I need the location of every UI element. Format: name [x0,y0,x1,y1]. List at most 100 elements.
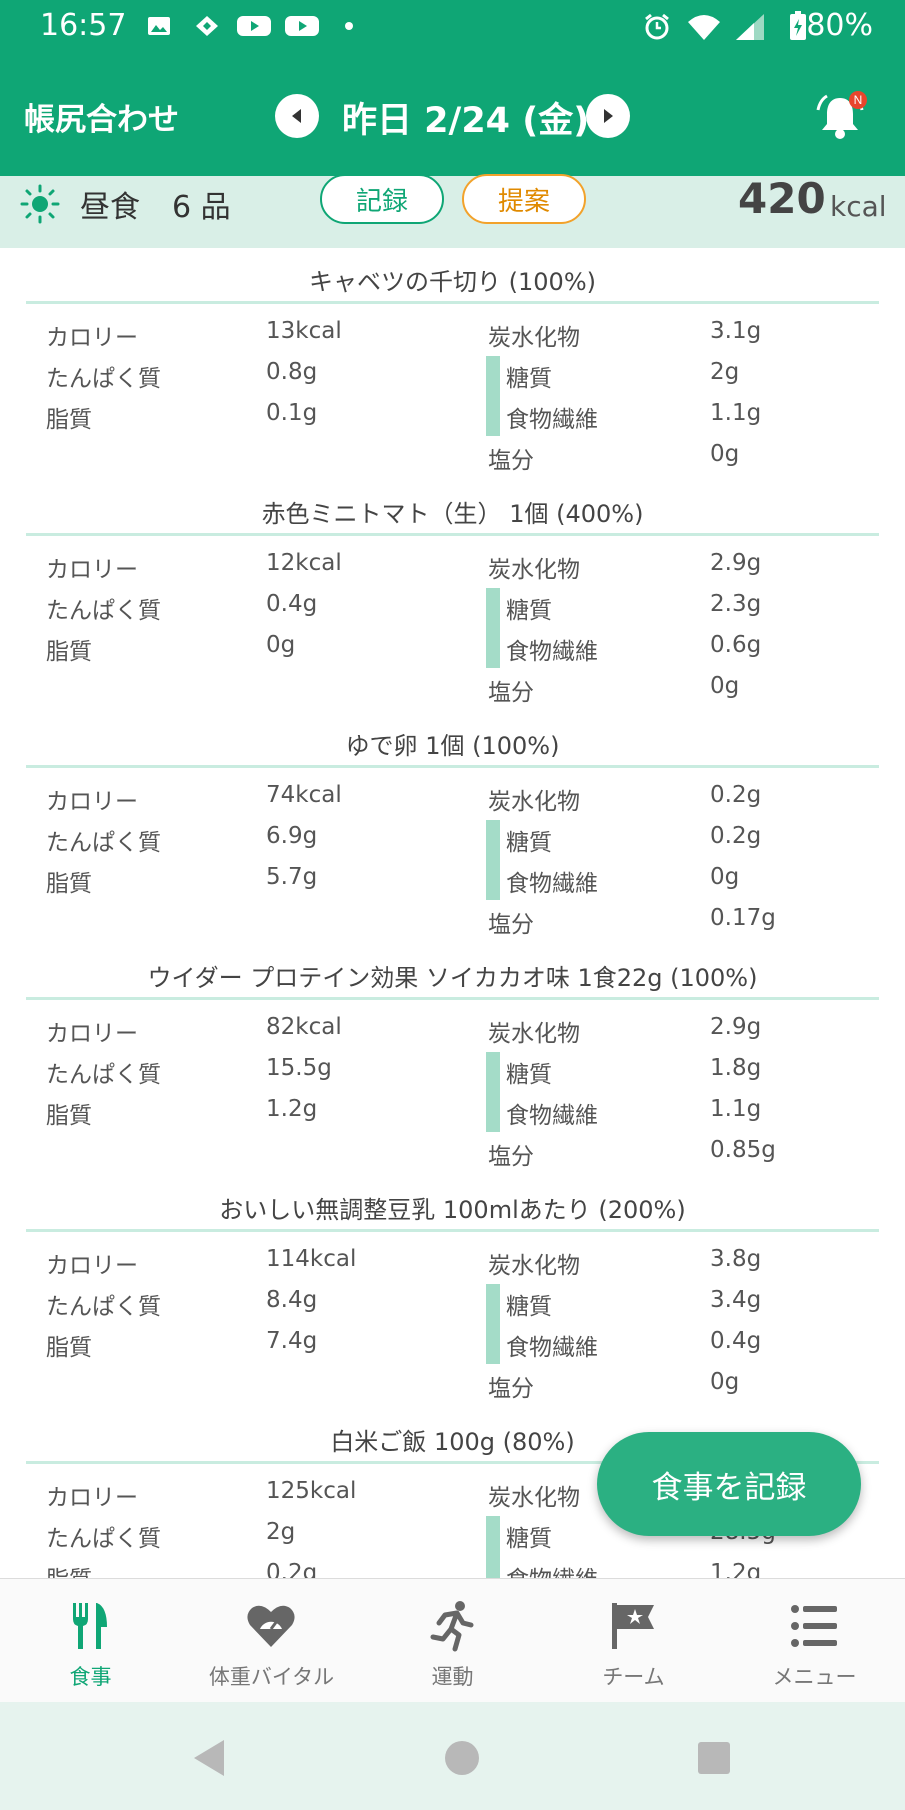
food-item[interactable]: 赤色ミニトマト（生） 1個 (400%) カロリー 12kcal たんぱく質 0… [0,480,905,712]
label-sugar: 糖質 [506,830,552,856]
value-salt: 0g [710,673,740,699]
value-sugar: 3.4g [710,1287,762,1313]
heart-scale-icon [247,1605,295,1647]
back-icon[interactable] [186,1734,234,1782]
signal-icon [736,14,764,40]
current-date[interactable]: 昨日 2/24 (金) [342,101,590,141]
label-fat: 脂質 [46,407,92,433]
nav-weight-vitals[interactable]: 体重バイタル [181,1579,362,1703]
flag-icon [612,1603,654,1649]
label-protein: たんぱく質 [46,366,161,392]
sub-nutrient-bar [486,1516,500,1578]
page-title[interactable]: 帳尻合わせ [24,102,179,138]
value-fat: 1.2g [266,1096,318,1122]
value-carb: 3.1g [710,318,762,344]
value-fiber: 1.1g [710,1096,762,1122]
food-name: ウイダー プロテイン効果 ソイカカオ味 1食22g (100%) [147,964,758,992]
label-fiber: 食物繊維 [506,1335,598,1361]
value-carb: 2.9g [710,550,762,576]
food-item[interactable]: ウイダー プロテイン効果 ソイカカオ味 1食22g (100%) カロリー 82… [0,944,905,1176]
value-salt: 0.85g [710,1137,776,1163]
youtube-icon [237,16,271,36]
value-fat: 0.1g [266,400,318,426]
value-sugar: 1.8g [710,1055,762,1081]
wifi-icon [688,15,720,40]
label-fiber: 食物繊維 [506,1103,598,1129]
value-calorie: 82kcal [266,1014,342,1040]
status-time: 16:57 [40,8,127,43]
meal-item-count: 6 品 [172,190,231,225]
prev-day-button[interactable] [275,94,319,138]
value-salt: 0g [710,441,740,467]
food-item[interactable]: おいしい無調整豆乳 100mlあたり (200%) カロリー 114kcal た… [0,1176,905,1408]
label-protein: たんぱく質 [46,1294,161,1320]
food-name: おいしい無調整豆乳 100mlあたり (200%) [219,1196,686,1224]
value-fiber: 1.2g [710,1560,762,1578]
label-salt: 塩分 [488,680,534,706]
value-fat: 0g [266,632,296,658]
meal-name: 昼食 [80,190,140,225]
value-sugar: 2g [710,359,740,385]
record-button[interactable]: 記録 [320,174,444,224]
value-fiber: 0.4g [710,1328,762,1354]
value-fiber: 1.1g [710,400,762,426]
label-salt: 塩分 [488,912,534,938]
value-protein: 6.9g [266,823,318,849]
sub-nutrient-bar [486,356,500,436]
nav-meal[interactable]: 食事 [0,1579,181,1703]
nav-team[interactable]: チーム [543,1579,724,1703]
divider [26,997,879,1000]
sun-icon [20,184,60,224]
status-bar: 16:57 80% [0,0,905,56]
label-protein: たんぱく質 [46,1062,161,1088]
suggest-button[interactable]: 提案 [462,174,586,224]
food-item[interactable]: 白米ご飯 100g (80%) カロリー 125kcal たんぱく質 2g 脂質… [0,1408,905,1578]
food-name: 赤色ミニトマト（生） 1個 (400%) [261,500,644,528]
value-carb: 3.8g [710,1246,762,1272]
food-item[interactable]: ゆで卵 1個 (100%) カロリー 74kcal たんぱく質 6.9g 脂質 … [0,712,905,944]
value-sugar: 0.2g [710,823,762,849]
chevron-right-icon [604,109,613,123]
next-day-button[interactable] [586,94,630,138]
value-protein: 15.5g [266,1055,332,1081]
value-calorie: 12kcal [266,550,342,576]
food-item[interactable]: キャベツの千切り (100%) カロリー 13kcal たんぱく質 0.8g 脂… [0,248,905,480]
label-sugar: 糖質 [506,598,552,624]
food-list[interactable]: キャベツの千切り (100%) カロリー 13kcal たんぱく質 0.8g 脂… [0,248,905,1578]
divider [26,1461,879,1464]
label-calorie: カロリー [46,325,138,351]
dot-icon [345,22,353,30]
notification-button[interactable]: N [810,88,870,144]
label-carb: 炭水化物 [488,557,580,583]
runner-icon [430,1601,474,1652]
recents-icon[interactable] [690,1734,738,1782]
value-fat: 7.4g [266,1328,318,1354]
meal-total-kcal: 420 [738,174,826,223]
label-carb: 炭水化物 [488,325,580,351]
home-icon[interactable] [438,1734,486,1782]
value-carb: 0.2g [710,782,762,808]
label-calorie: カロリー [46,1253,138,1279]
label-sugar: 糖質 [506,1526,552,1552]
label-calorie: カロリー [46,789,138,815]
bell-icon: N [816,91,867,139]
value-calorie: 114kcal [266,1246,357,1272]
nav-menu[interactable]: メニュー [724,1579,905,1703]
label-fat: 脂質 [46,1560,92,1578]
label-carb: 炭水化物 [488,1021,580,1047]
nav-exercise[interactable]: 運動 [362,1579,543,1703]
label-calorie: カロリー [46,1485,138,1511]
food-name: 白米ご飯 100g (80%) [330,1428,575,1456]
food-name: キャベツの千切り (100%) [309,268,596,296]
value-fat: 5.7g [266,864,318,890]
label-fiber: 食物繊維 [506,1560,598,1578]
label-fat: 脂質 [46,871,92,897]
value-fiber: 0g [710,864,740,890]
notification-badge: N [854,93,863,107]
nav-menu-label: メニュー [772,1665,857,1689]
label-carb: 炭水化物 [488,1485,580,1511]
label-sugar: 糖質 [506,1062,552,1088]
divider [26,765,879,768]
label-fiber: 食物繊維 [506,407,598,433]
record-meal-fab[interactable]: 食事を記録 [597,1432,861,1536]
